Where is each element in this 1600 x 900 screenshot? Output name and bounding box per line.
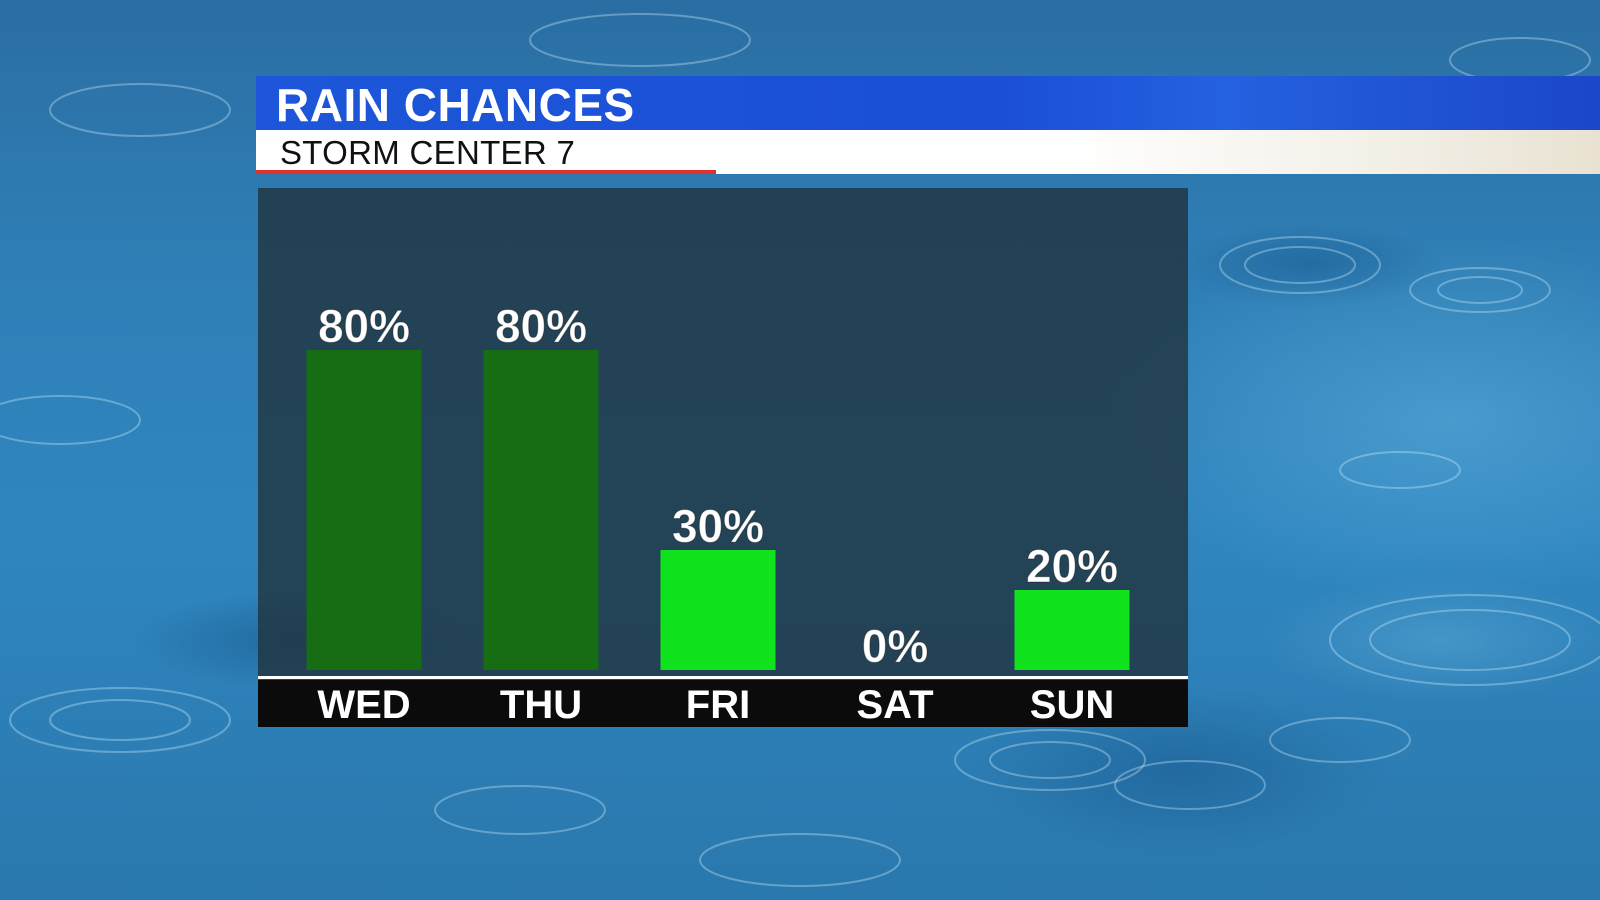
baseline-rule (258, 676, 1188, 679)
value-label-thu: 80% (495, 300, 587, 352)
chart-panel: 80% WED 80% THU 30% FRI 0% SAT 20% SUN (258, 188, 1188, 727)
chart-title: RAIN CHANCES (276, 79, 635, 131)
value-label-wed: 80% (318, 300, 410, 352)
day-label-thu: THU (500, 683, 582, 727)
day-label-sat: SAT (856, 683, 933, 727)
title-banner: RAIN CHANCES (256, 76, 1600, 131)
day-label-fri: FRI (686, 683, 750, 727)
bar-wed (306, 350, 422, 670)
subtitle-banner: STORM CENTER 7 (256, 130, 1600, 174)
day-label-sun: SUN (1030, 683, 1114, 727)
rain-chance-bar-chart: 80% WED 80% THU 30% FRI 0% SAT 20% SUN (258, 300, 1188, 727)
bar-thu (483, 350, 599, 670)
bar-fri (660, 550, 776, 670)
bar-sun (1014, 590, 1130, 670)
value-label-sat: 0% (862, 620, 928, 672)
day-label-wed: WED (317, 683, 410, 727)
value-label-sun: 20% (1026, 540, 1118, 592)
red-accent-stripe (256, 170, 716, 174)
value-label-fri: 30% (672, 500, 764, 552)
day-axis-strip (258, 680, 1188, 727)
station-name: STORM CENTER 7 (280, 134, 576, 171)
